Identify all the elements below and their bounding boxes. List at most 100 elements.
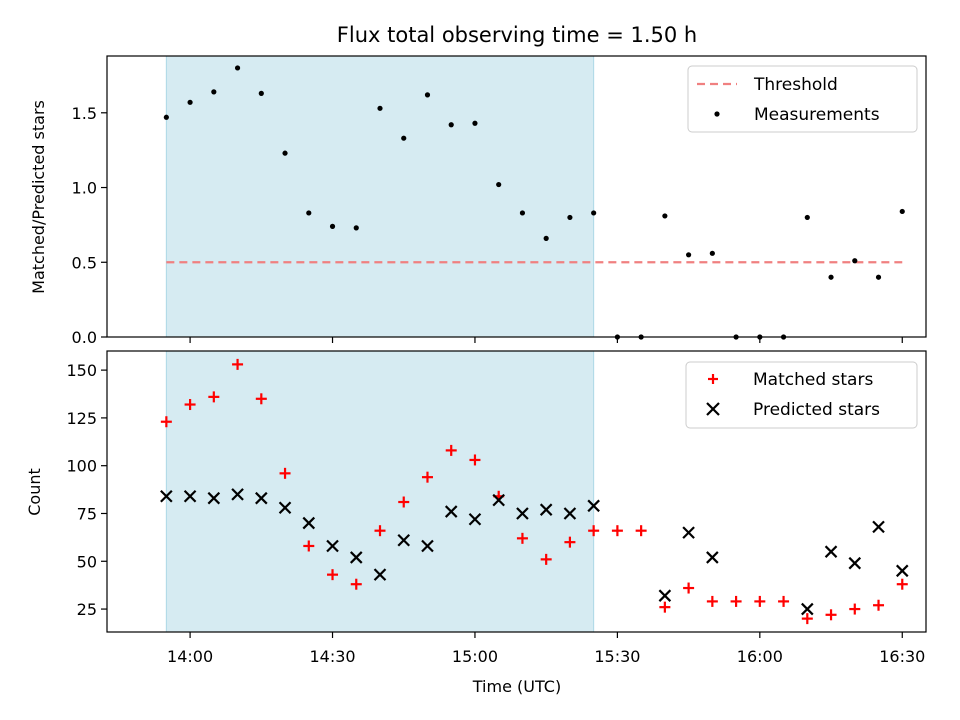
predicted-star-marker (539, 503, 553, 516)
x-axis-label: Time (UTC) (472, 677, 561, 696)
predicted-star-marker (444, 505, 458, 518)
measurement-point (401, 135, 407, 141)
measurement-point (591, 210, 597, 216)
matched-star-marker (825, 609, 837, 621)
matched-star-marker (801, 613, 813, 625)
predicted-star-marker (397, 533, 411, 547)
measurement-point (187, 99, 193, 105)
x-tick-label: 14:30 (309, 647, 355, 666)
y-tick-label: 125 (66, 409, 97, 428)
count-x-ticks: 14:00 14:30 15:00 15:30 16:00 16:30 (167, 632, 925, 666)
predicted-star-marker (278, 501, 292, 515)
ratio-panel: 0.0 0.5 1.0 1.5 Matched/Predicted stars Thr… (29, 55, 927, 347)
y-tick-label: 50 (77, 552, 97, 571)
matched-star-marker (255, 393, 267, 405)
observing-window-span (165, 350, 595, 633)
matched-star-marker (730, 595, 742, 607)
y-tick-label: 1.0 (72, 179, 97, 198)
legend-threshold-label: Threshold (753, 75, 838, 95)
measurement-point (567, 214, 573, 221)
predicted-star-marker (848, 556, 862, 570)
matched-star-marker (445, 444, 457, 456)
matched-star-marker (611, 525, 623, 537)
matched-star-marker (421, 471, 433, 483)
matched-star-marker (778, 595, 790, 607)
matched-star-marker (896, 578, 908, 590)
measurement-point (448, 122, 454, 128)
matched-stars-points (160, 358, 908, 625)
matched-star-marker (635, 525, 647, 537)
count-y-ticks: 25 50 75 100 125 150 (66, 361, 107, 619)
predicted-star-marker (516, 507, 529, 520)
matched-star-marker (232, 358, 244, 370)
predicted-star-marker (658, 589, 672, 602)
matched-star-marker (754, 595, 766, 607)
legend-measurements-label: Measurements (754, 105, 880, 125)
predicted-star-marker (563, 507, 577, 520)
count-panel: 25 50 75 100 125 150 14:00 14:30 15:00 15:30 16:0… (25, 350, 927, 696)
ratio-y-axis-label: Matched/Predicted stars (29, 100, 48, 294)
chart-title: Flux total observing time = 1.50 h (337, 23, 697, 47)
matched-star-marker (683, 582, 695, 594)
predicted-star-marker (421, 539, 434, 553)
y-tick-label: 100 (66, 457, 97, 476)
measurement-point (211, 89, 217, 95)
measurement-point (828, 274, 834, 280)
matched-star-marker (208, 391, 220, 403)
matched-star-marker (374, 525, 386, 537)
observing-window-span (165, 55, 595, 338)
x-tick-label: 15:00 (452, 647, 498, 666)
predicted-star-marker (373, 568, 387, 581)
y-tick-label: 75 (77, 504, 97, 523)
matched-star-marker (160, 416, 172, 428)
ratio-legend: Threshold Measurements (687, 65, 918, 133)
legend-matched-label: Matched stars (753, 370, 873, 390)
x-tick-label: 15:30 (594, 647, 640, 666)
measurement-point (424, 92, 431, 98)
predicted-star-marker (231, 488, 244, 501)
matched-star-marker (659, 601, 671, 613)
ratio-y-ticks: 0.0 0.5 1.0 1.5 (72, 104, 107, 347)
count-y-axis-label: Count (25, 468, 44, 516)
measurement-point (329, 223, 336, 229)
matched-star-marker (184, 399, 196, 411)
measurement-point (543, 235, 549, 241)
matched-star-marker (873, 599, 885, 611)
predicted-star-marker (492, 493, 505, 507)
x-tick-label: 16:30 (879, 647, 925, 666)
measurement-point (662, 213, 668, 219)
measurement-point (234, 65, 241, 71)
y-tick-label: 1.5 (72, 104, 97, 123)
measurement-point (899, 208, 905, 215)
count-legend-box (685, 361, 918, 429)
measurement-point (852, 258, 858, 264)
x-tick-label: 14:00 (167, 647, 213, 666)
legend-measurements-swatch (714, 111, 720, 117)
measurement-point (875, 274, 882, 280)
predicted-star-marker (326, 539, 339, 553)
measurement-point (472, 120, 478, 126)
matched-star-marker (849, 603, 861, 615)
measurement-point (804, 214, 810, 221)
predicted-star-marker (207, 491, 221, 505)
measurement-point (496, 181, 502, 188)
predicted-star-marker (824, 545, 838, 558)
predicted-star-marker (682, 526, 695, 539)
measurement-points (163, 65, 905, 340)
predicted-star-marker (895, 564, 909, 578)
matched-star-marker (469, 454, 481, 466)
y-tick-label: 150 (66, 361, 97, 380)
predicted-star-marker (302, 516, 316, 530)
matched-star-marker (350, 578, 362, 590)
predicted-star-marker (349, 551, 363, 564)
legend-matched-swatch (708, 374, 718, 384)
predicted-star-marker (160, 490, 173, 503)
matched-star-marker (588, 525, 600, 537)
measurement-point (686, 252, 692, 258)
measurement-point (709, 250, 715, 256)
predicted-star-marker (183, 490, 197, 503)
predicted-star-marker (872, 520, 885, 534)
matched-star-marker (564, 536, 576, 548)
measurement-point (258, 90, 264, 96)
